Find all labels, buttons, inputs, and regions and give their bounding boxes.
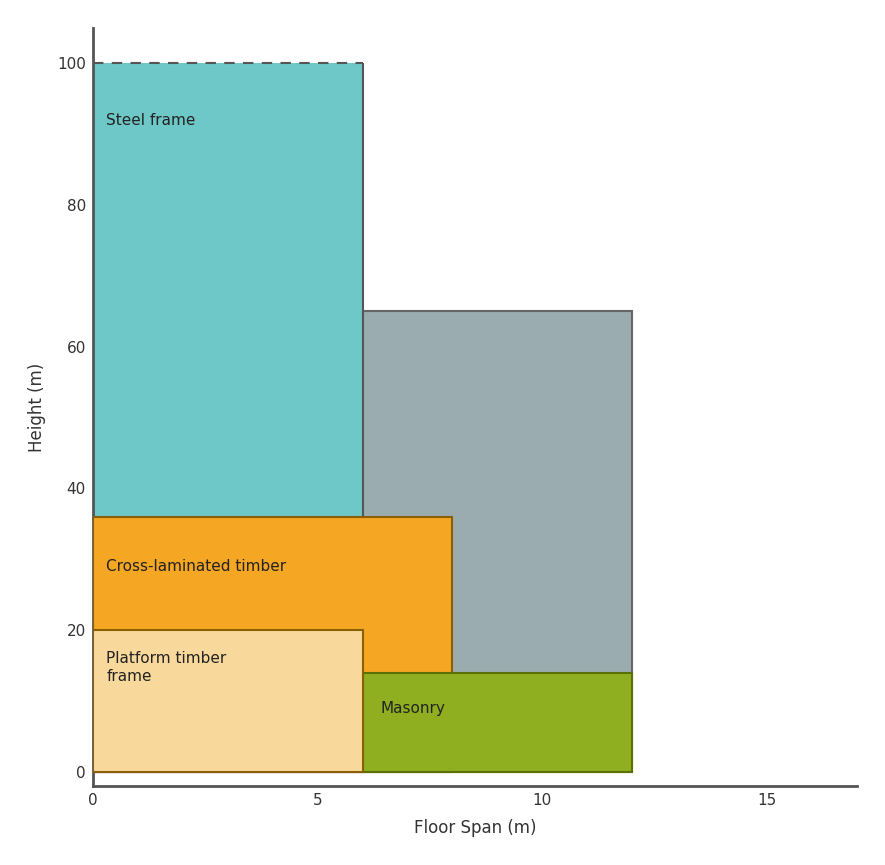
Bar [93,516,452,772]
Bar [93,63,363,772]
X-axis label: Floor Span (m): Floor Span (m) [413,819,536,837]
Text: Masonry: Masonry [381,702,445,716]
Bar [93,311,633,772]
Text: Steel frame: Steel frame [106,112,196,128]
Text: Platform timber
frame: Platform timber frame [106,651,227,684]
Text: Concrete frame: Concrete frame [106,361,226,376]
Bar [363,673,633,772]
Y-axis label: Height (m): Height (m) [27,362,46,452]
Bar [93,631,363,772]
Text: Cross-laminated timber: Cross-laminated timber [106,560,287,574]
